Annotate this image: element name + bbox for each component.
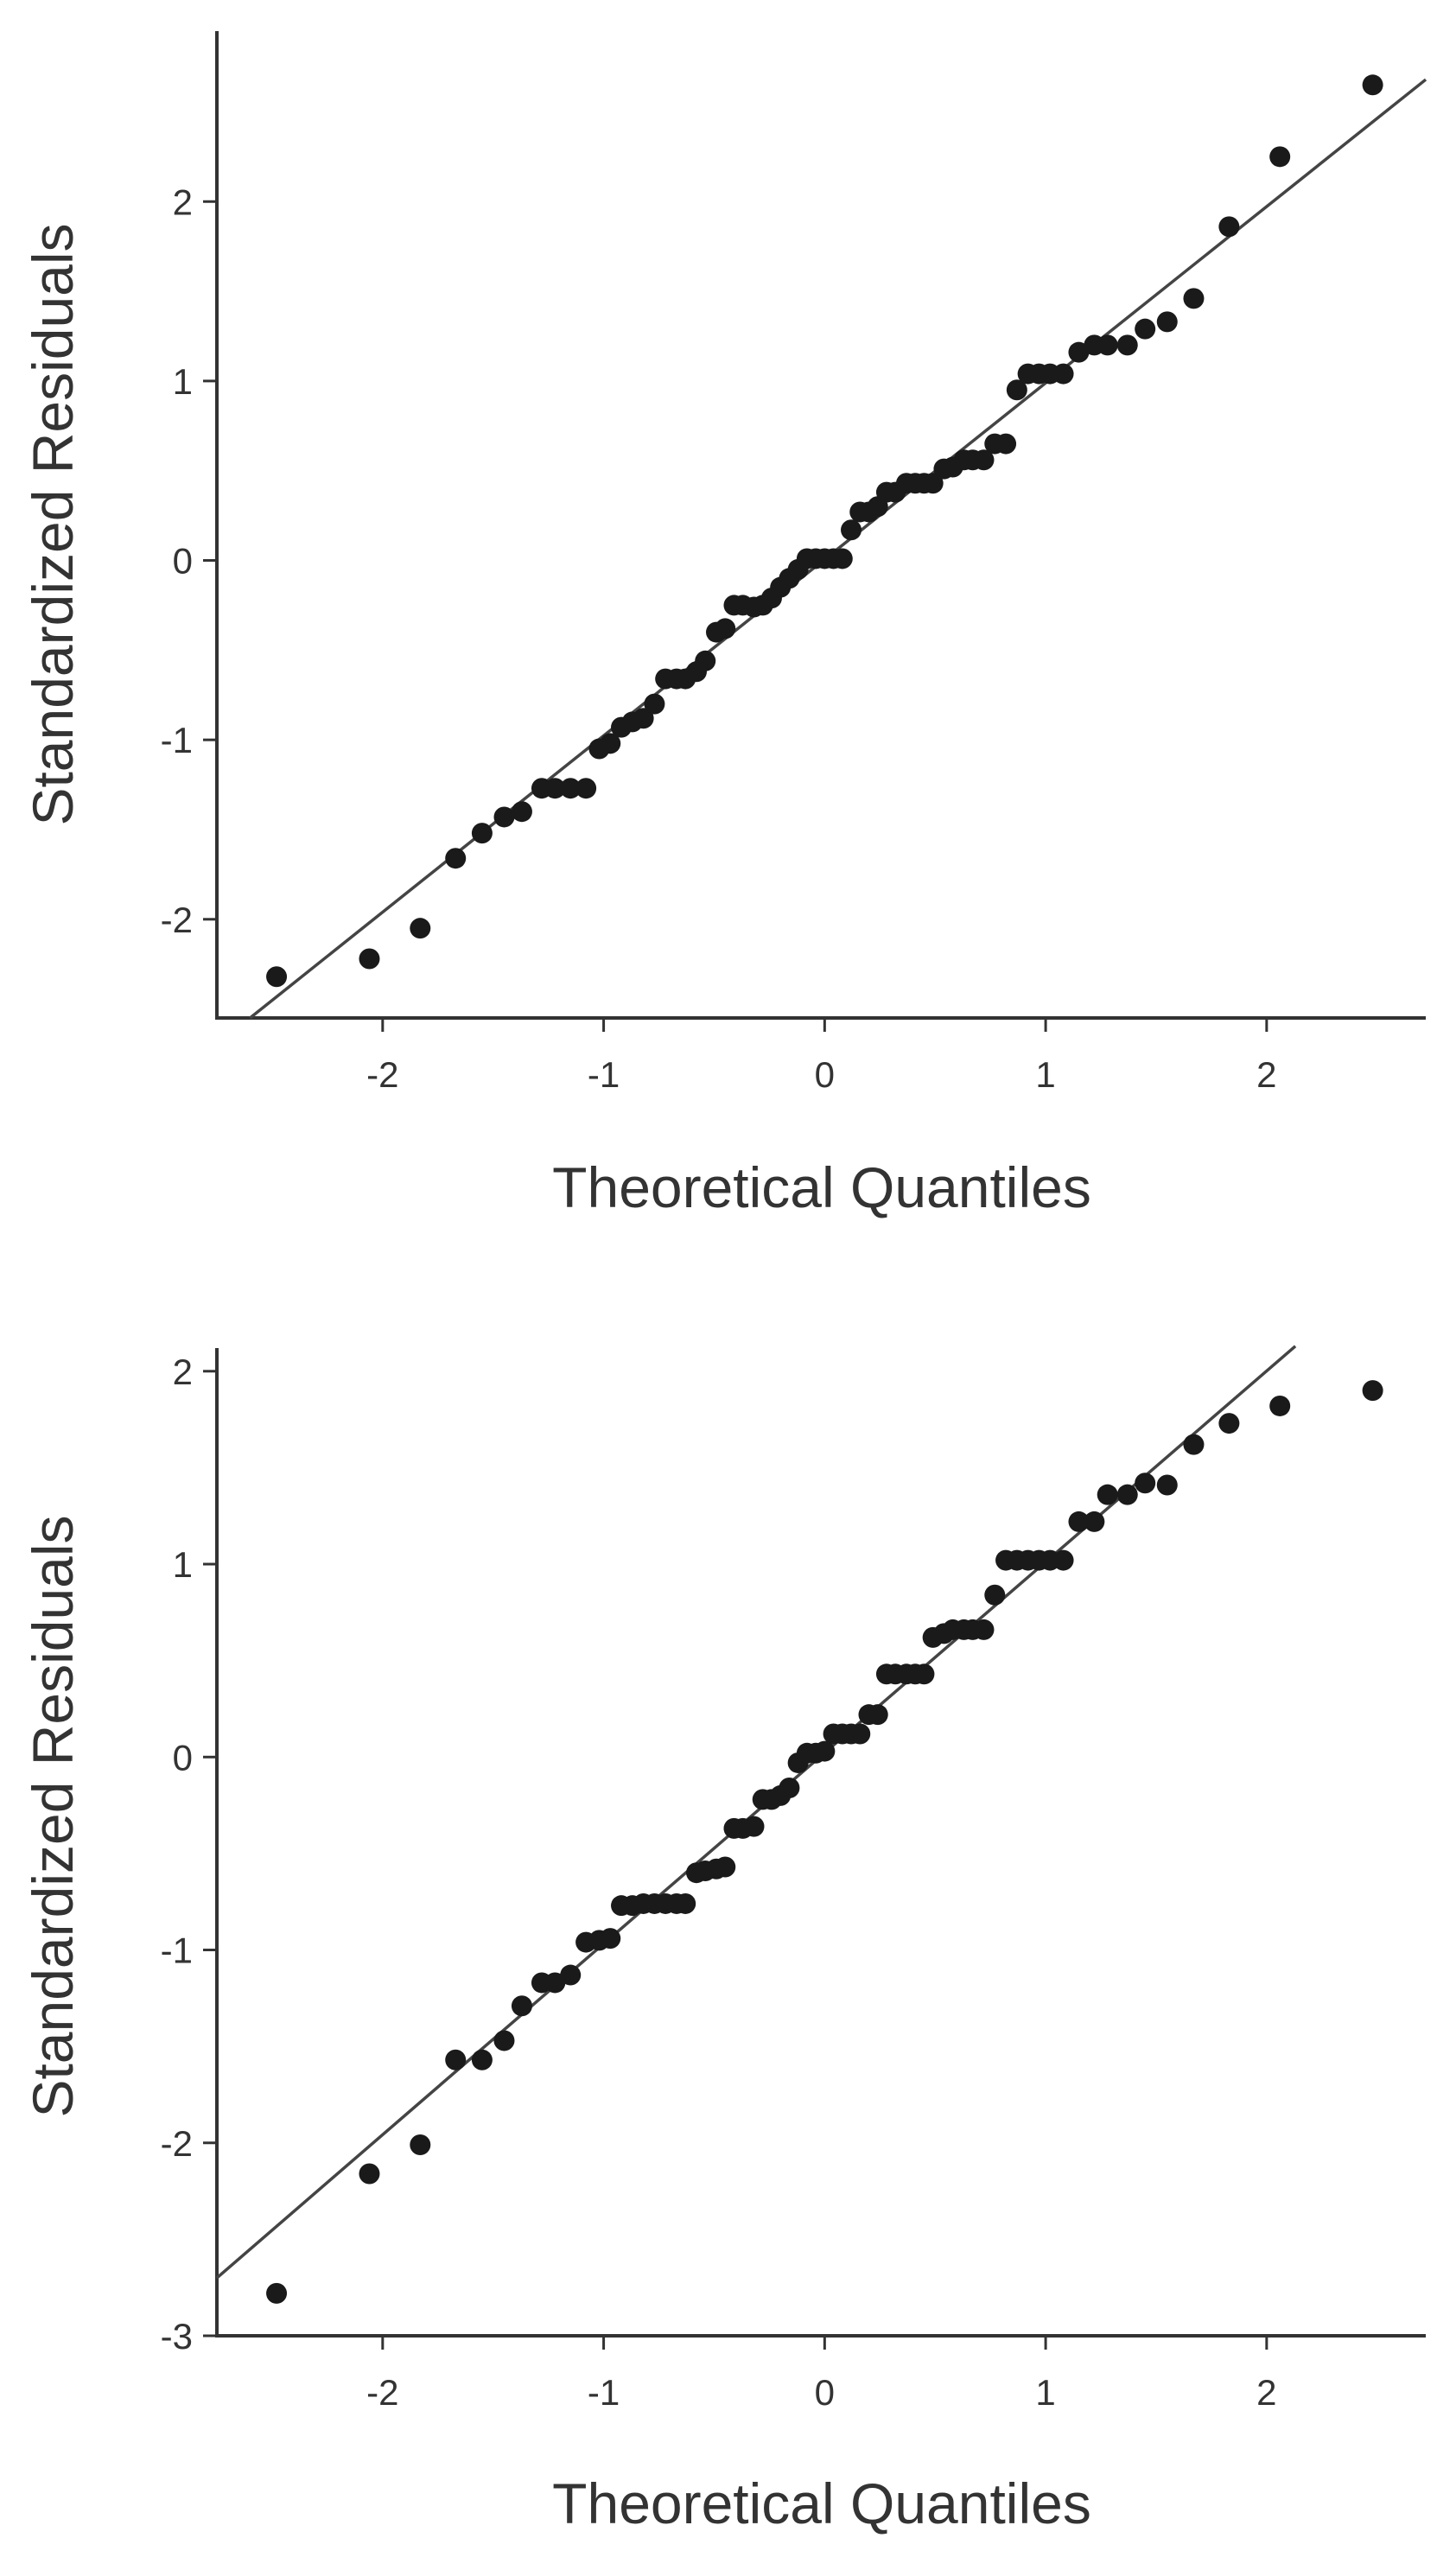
- data-point: [1006, 379, 1027, 401]
- y-tick-label: -3: [161, 2316, 193, 2357]
- data-point: [814, 1740, 836, 1762]
- data-point: [973, 1619, 995, 1640]
- points-top: [266, 74, 1383, 988]
- x-tick-label: 2: [1256, 2372, 1276, 2413]
- data-point: [560, 778, 582, 799]
- data-point: [471, 2049, 493, 2070]
- y-tick-label: -1: [161, 1930, 193, 1971]
- x-tick-label: 1: [1035, 1054, 1055, 1095]
- data-point: [922, 473, 944, 494]
- y-tick-label: 0: [173, 1737, 193, 1778]
- data-point: [471, 823, 493, 844]
- x-tick-label: -1: [588, 2372, 620, 2413]
- reference-line: [215, 1345, 1297, 2280]
- data-point: [1218, 1413, 1240, 1434]
- data-point: [1135, 1473, 1156, 1494]
- y-axis-title: Standardized Residuals: [21, 1515, 85, 2117]
- data-point: [1097, 1484, 1118, 1505]
- data-point: [600, 1928, 621, 1950]
- data-point: [913, 1663, 935, 1685]
- data-point: [511, 1995, 532, 2017]
- data-point: [445, 848, 467, 869]
- data-point: [1183, 1434, 1205, 1455]
- data-point: [410, 2134, 431, 2155]
- data-point: [715, 1856, 736, 1878]
- data-point: [695, 650, 716, 671]
- data-point: [1156, 1474, 1178, 1496]
- x-tick-label: 0: [815, 2372, 835, 2413]
- x-tick-label: -1: [588, 1054, 620, 1095]
- data-point: [1052, 1549, 1074, 1571]
- data-point: [633, 708, 654, 729]
- x-tick-label: -2: [366, 1054, 398, 1095]
- data-point: [1362, 1380, 1383, 1402]
- ticks-bottom: -2 -1 0 1 2 -3 -2 -1 0 1 2: [161, 1352, 1277, 2413]
- data-point: [1269, 1395, 1291, 1416]
- data-point: [1269, 146, 1291, 168]
- x-tick-label: 1: [1035, 2372, 1055, 2413]
- data-point: [831, 548, 853, 569]
- data-point: [675, 1892, 696, 1914]
- data-point: [359, 948, 380, 970]
- data-point: [1097, 334, 1118, 356]
- y-tick-label: 2: [173, 181, 193, 222]
- points-bottom: [266, 1380, 1383, 2304]
- y-tick-label: 1: [173, 1544, 193, 1585]
- data-point: [779, 1777, 800, 1798]
- data-point: [266, 2282, 288, 2304]
- qq-plot-top: -2 -1 0 1 2 -2 -1 0 1 2 Theoretical Quantiles Sta…: [21, 31, 1427, 1219]
- data-point: [1084, 1511, 1105, 1532]
- qq-plot-top-svg: -2 -1 0 1 2 -2 -1 0 1 2 Theoretical Quantiles Sta…: [21, 31, 1427, 1219]
- data-point: [493, 806, 515, 828]
- x-axis-title: Theoretical Quantiles: [552, 2471, 1091, 2535]
- x-tick-label: -2: [366, 2372, 398, 2413]
- data-point: [575, 778, 597, 799]
- data-point: [995, 433, 1017, 455]
- y-tick-label: -2: [161, 2123, 193, 2164]
- axes-bottom: [215, 1348, 1426, 2338]
- data-point: [493, 2030, 515, 2051]
- y-tick-label: 0: [173, 541, 193, 582]
- data-point: [511, 801, 532, 823]
- data-point: [544, 778, 566, 799]
- data-point: [1156, 311, 1178, 333]
- data-point: [1135, 318, 1156, 340]
- y-tick-label: 1: [173, 361, 193, 402]
- x-tick-label: 0: [815, 1054, 835, 1095]
- ticks-top: -2 -1 0 1 2 -2 -1 0 1 2: [161, 181, 1277, 1095]
- data-point: [1218, 216, 1240, 238]
- data-point: [445, 2049, 467, 2070]
- data-point: [359, 2163, 380, 2185]
- data-point: [644, 693, 665, 715]
- y-tick-label: -2: [161, 900, 193, 940]
- data-point: [1362, 74, 1383, 96]
- data-point: [1116, 334, 1138, 356]
- data-point: [544, 1972, 566, 1994]
- data-point: [600, 733, 621, 754]
- data-point: [1116, 1484, 1138, 1505]
- qq-plot-bottom: -2 -1 0 1 2 -3 -2 -1 0 1 2 Theoretical Quantiles S…: [0, 1279, 1456, 2557]
- data-point: [266, 966, 288, 988]
- axes-top: [215, 31, 1426, 1020]
- x-tick-label: 2: [1256, 1054, 1276, 1095]
- data-point: [1052, 363, 1074, 385]
- data-point: [743, 1816, 765, 1837]
- qq-plot-bottom-svg: -2 -1 0 1 2 -3 -2 -1 0 1 2 Theoretical Quantiles S…: [21, 1345, 1426, 2535]
- data-point: [841, 519, 862, 541]
- data-point: [849, 1723, 871, 1745]
- data-point: [1068, 341, 1090, 363]
- data-point: [560, 1964, 582, 1986]
- data-point: [973, 449, 995, 471]
- y-axis-title: Standardized Residuals: [21, 223, 85, 825]
- y-tick-label: 2: [173, 1352, 193, 1392]
- data-point: [867, 1704, 888, 1726]
- reference-line: [249, 78, 1427, 1020]
- data-point: [715, 618, 736, 639]
- data-point: [410, 918, 431, 939]
- x-axis-title: Theoretical Quantiles: [552, 1155, 1091, 1219]
- data-point: [1183, 288, 1205, 309]
- data-point: [984, 1584, 1006, 1606]
- data-point: [1068, 1511, 1090, 1532]
- y-tick-label: -1: [161, 720, 193, 760]
